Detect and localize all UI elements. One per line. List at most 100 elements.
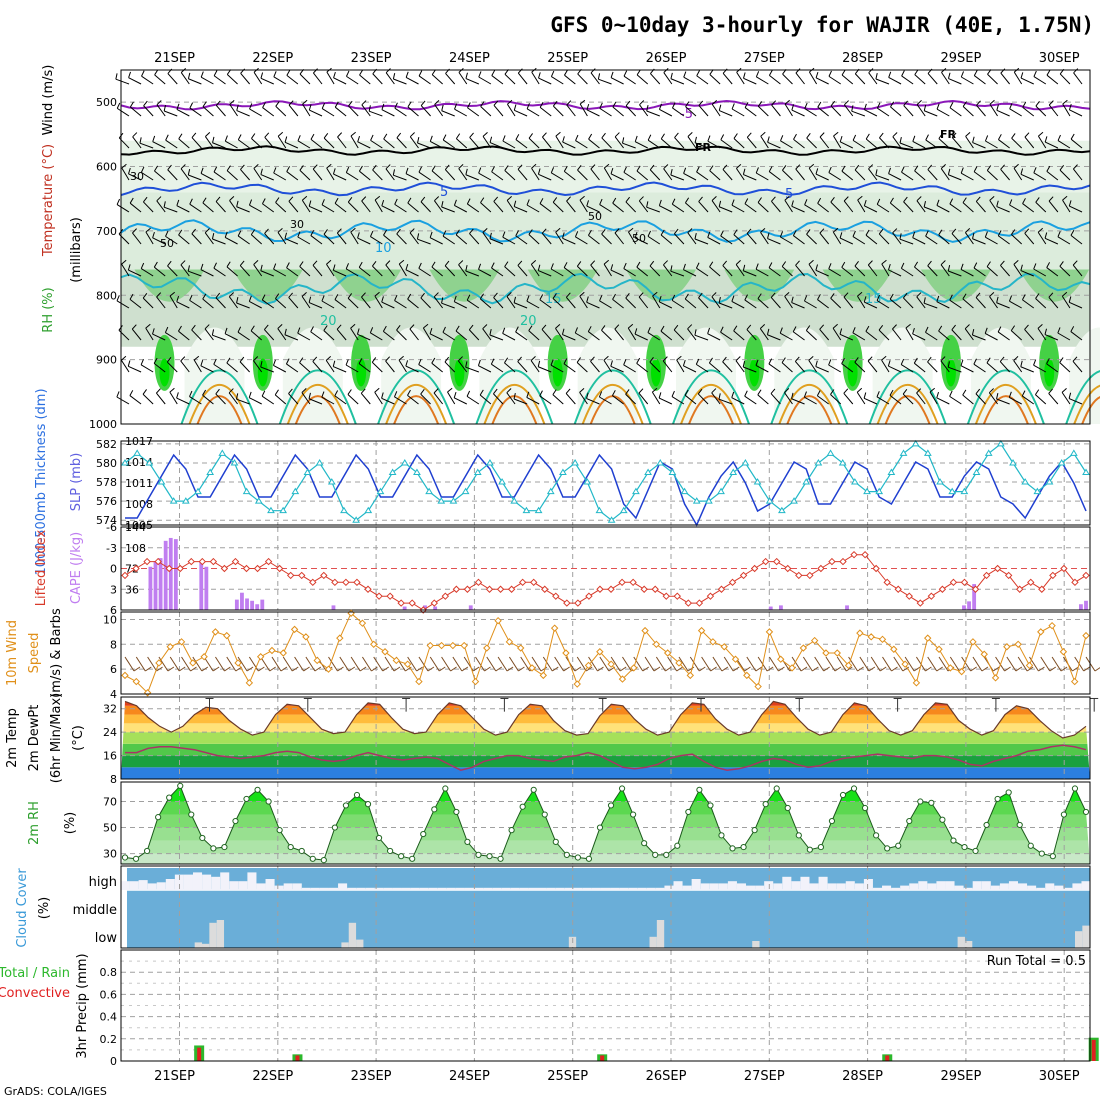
wind-barb bbox=[374, 295, 383, 309]
wind-barb bbox=[791, 656, 802, 672]
wind-barb bbox=[770, 393, 781, 405]
wind-barb bbox=[465, 78, 480, 85]
cloud-high-bar bbox=[474, 887, 484, 890]
wind-barb bbox=[347, 394, 359, 405]
wind-barb bbox=[794, 361, 805, 373]
cape-bar bbox=[255, 604, 260, 610]
wind-barb bbox=[598, 78, 612, 85]
wind-barb bbox=[180, 72, 190, 85]
wind-barb bbox=[212, 142, 226, 149]
wind-barb-flag bbox=[841, 358, 845, 364]
wind-barb bbox=[381, 205, 395, 213]
wind-barb-flag bbox=[795, 164, 801, 170]
tick-label: 576 bbox=[96, 495, 117, 508]
wind-barb-flag bbox=[517, 164, 523, 170]
wind-barb-flag bbox=[687, 228, 693, 234]
wind-barb bbox=[429, 656, 440, 672]
thickness-marker bbox=[486, 458, 494, 466]
dry-cell bbox=[970, 327, 1031, 424]
wind-barb-flag bbox=[538, 72, 541, 79]
rh-mid-area bbox=[1019, 269, 1090, 302]
lifted-index-marker bbox=[563, 599, 571, 607]
wind-barb bbox=[504, 73, 516, 85]
cloud-fill bbox=[127, 868, 1090, 948]
thickness-marker bbox=[899, 449, 908, 456]
wind-barb-flag bbox=[517, 260, 523, 266]
wind-barb bbox=[989, 200, 998, 213]
wind-barb-flag bbox=[951, 324, 956, 331]
rh-marker bbox=[718, 832, 725, 839]
wind-barb bbox=[949, 299, 962, 309]
wind-barb-flag bbox=[744, 198, 749, 205]
wind-barb bbox=[902, 393, 914, 405]
wind-barb-flag bbox=[795, 68, 801, 74]
wind-barb bbox=[588, 138, 600, 149]
wind-barb-flag bbox=[951, 228, 957, 234]
wind-barb bbox=[458, 168, 468, 181]
wind-barb bbox=[961, 76, 974, 85]
lifted-index-marker bbox=[408, 599, 416, 607]
wind-barb bbox=[625, 105, 637, 117]
wind-barb bbox=[614, 328, 624, 341]
wind-barb bbox=[603, 167, 612, 181]
wind-barb bbox=[678, 656, 689, 672]
wind-barb-flag bbox=[429, 135, 433, 142]
wind-barb-flag bbox=[409, 132, 415, 138]
cape-bar bbox=[972, 584, 977, 610]
wind-barb bbox=[1037, 135, 1047, 149]
wind-barb bbox=[673, 329, 685, 341]
wind-barb-flag bbox=[949, 102, 954, 109]
wind-barb bbox=[176, 205, 190, 213]
wind-barb bbox=[659, 108, 673, 117]
thickness-marker bbox=[242, 487, 251, 495]
wind-barb bbox=[334, 106, 347, 117]
cape-bar bbox=[234, 599, 239, 610]
wind-barb bbox=[350, 135, 359, 149]
wind-barb-flag bbox=[515, 230, 520, 237]
lifted-index-marker bbox=[397, 599, 405, 607]
wind-barb bbox=[575, 140, 588, 149]
wind-barb-flag bbox=[260, 264, 263, 271]
wind-barb-flag bbox=[224, 666, 231, 672]
wind-barb bbox=[960, 172, 974, 181]
wind-barb bbox=[817, 106, 829, 117]
wind-barb-flag bbox=[863, 392, 867, 399]
wind-barb-flag bbox=[744, 666, 751, 672]
cloud-high-bar bbox=[610, 887, 620, 890]
wind-barb-flag bbox=[804, 295, 808, 302]
wind-barb-flag bbox=[759, 324, 766, 329]
wind-barb-flag bbox=[830, 100, 836, 107]
rh-marker bbox=[453, 808, 460, 816]
wind-barb-flag bbox=[660, 325, 665, 332]
wind-barb bbox=[360, 392, 371, 405]
wind-barb-flag bbox=[215, 388, 220, 395]
rh-marker bbox=[497, 855, 504, 862]
surface-isotherm bbox=[688, 395, 734, 425]
wind-barb bbox=[817, 299, 829, 309]
wind-barb bbox=[132, 136, 142, 149]
wind-barb bbox=[334, 395, 347, 405]
wind-barb-flag bbox=[986, 357, 991, 364]
wind-barb-flag bbox=[466, 390, 471, 397]
wind-barb bbox=[409, 328, 419, 341]
wind-barb-flag bbox=[766, 666, 774, 672]
wind-barb bbox=[384, 656, 395, 672]
wind-speed-marker bbox=[403, 660, 412, 668]
panel-frame bbox=[120, 865, 1091, 949]
wind-barb bbox=[588, 234, 600, 245]
wind-barb bbox=[153, 266, 166, 277]
tick-label: 8 bbox=[110, 638, 117, 651]
wind-barb bbox=[696, 75, 709, 85]
wind-barb bbox=[282, 656, 293, 672]
wind-barb bbox=[923, 302, 938, 309]
wind-barb bbox=[660, 234, 673, 245]
wind-barb bbox=[1059, 362, 1071, 373]
wind-barb-flag bbox=[145, 227, 151, 233]
thickness-marker bbox=[1045, 478, 1054, 485]
lifted-index-marker bbox=[485, 585, 494, 593]
wind-barb-flag bbox=[780, 135, 784, 141]
wind-barb bbox=[453, 397, 467, 405]
wind-speed-marker bbox=[121, 671, 129, 680]
rh-max-area bbox=[159, 358, 170, 387]
